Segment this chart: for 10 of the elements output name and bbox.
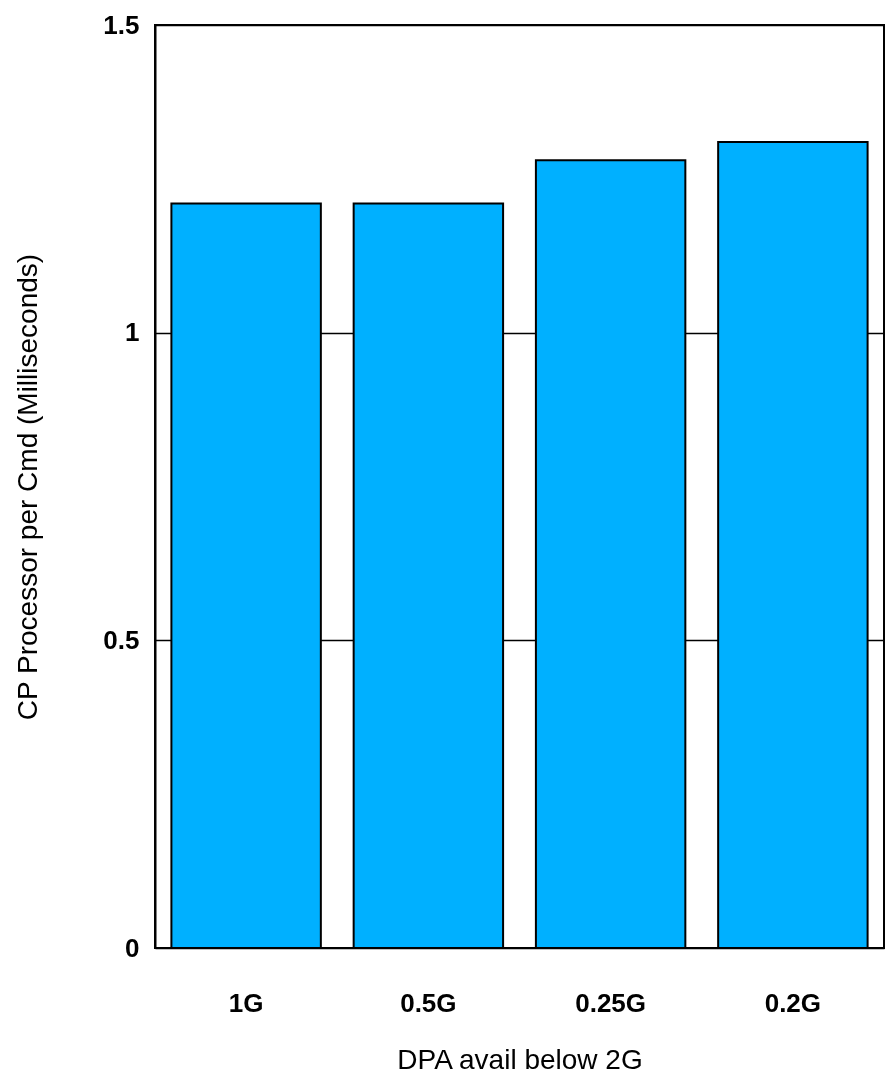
y-tick-label: 1.5 xyxy=(103,9,140,40)
x-tick-label: 0.25G xyxy=(575,987,647,1018)
x-axis-title: DPA avail below 2G xyxy=(397,1043,643,1075)
y-tick-label: 0.5 xyxy=(103,624,140,655)
x-tick-label: 1G xyxy=(228,987,264,1018)
y-tick-label: 1 xyxy=(125,317,140,348)
x-tick-label: 0.5G xyxy=(400,987,457,1018)
y-tick-label: 0 xyxy=(125,932,140,963)
x-tick-label: 0.2G xyxy=(764,987,822,1018)
y-axis-title: CP Processor per Cmd (Milliseconds) xyxy=(12,253,44,721)
